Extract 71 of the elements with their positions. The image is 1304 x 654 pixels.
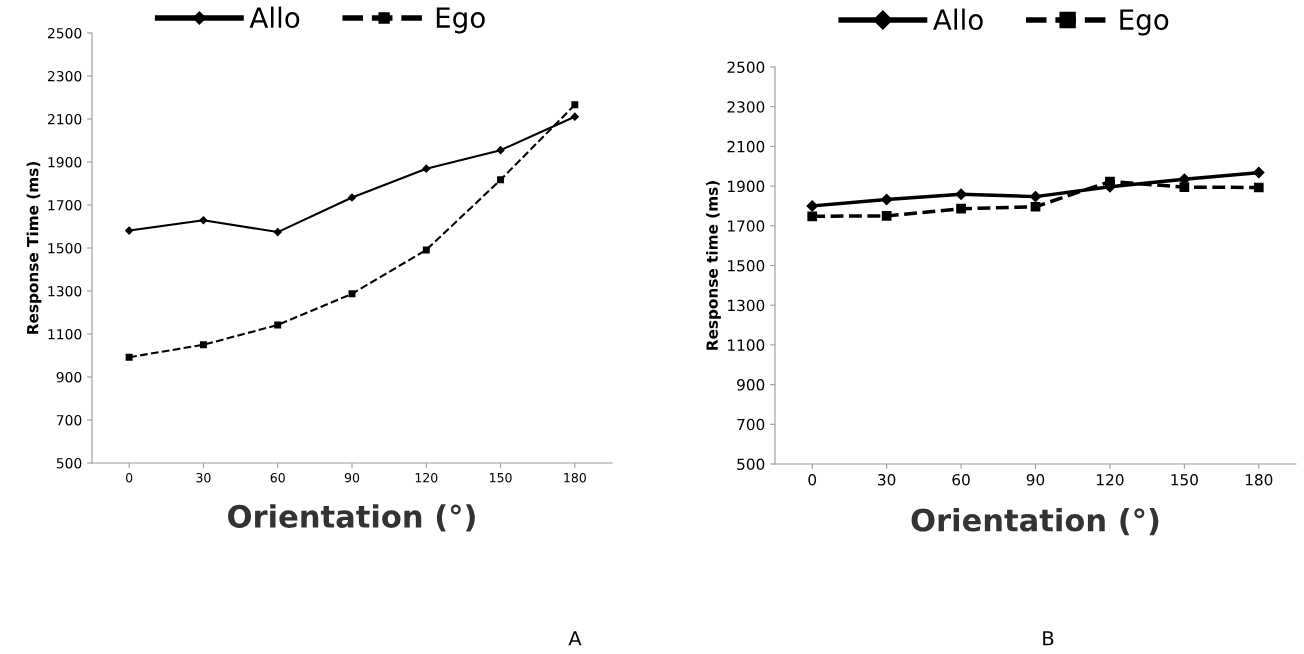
x-tick-label: 150 <box>490 472 512 483</box>
y-tick-label: 1300 <box>48 285 82 297</box>
point <box>347 193 357 202</box>
y-tick-label: 900 <box>56 371 82 383</box>
y-tick-label: 500 <box>737 458 765 471</box>
text: B <box>1043 631 1054 646</box>
point <box>1179 182 1190 192</box>
x-axis-title: Orientation (°) <box>228 504 475 532</box>
y-tick-label: 1300 <box>728 299 765 312</box>
y-tick-label: 500 <box>56 457 82 469</box>
legend-label: Ego <box>436 7 485 34</box>
point <box>571 101 579 109</box>
y-tick-label: 1900 <box>728 180 765 193</box>
y-tick-label: 2100 <box>727 140 765 153</box>
x-tick-label: 60 <box>952 473 970 486</box>
x-tick-label: 90 <box>344 472 360 483</box>
x-tick-label: 120 <box>1097 473 1124 486</box>
point <box>881 211 892 221</box>
x-axis-title: Orientation (°) <box>911 507 1159 536</box>
point <box>497 176 505 184</box>
y-tick-label: 1500 <box>728 259 765 272</box>
legend-label: Allo <box>249 6 300 29</box>
y-tick-label: 900 <box>737 379 765 391</box>
point <box>880 193 893 206</box>
point <box>274 321 282 329</box>
legend-label: Ego <box>1120 9 1169 36</box>
text: A <box>568 631 582 646</box>
x-tick-label: 60 <box>270 472 285 483</box>
point <box>1253 182 1264 193</box>
x-tick-label: 90 <box>1026 473 1045 486</box>
x-tick-label: 180 <box>1245 473 1273 486</box>
y-tick-label: 1700 <box>728 220 765 232</box>
point <box>125 353 133 361</box>
x-tick-label: 0 <box>125 472 133 483</box>
point <box>199 341 207 349</box>
point <box>570 112 579 121</box>
y-tick-label: 2100 <box>47 113 82 125</box>
x-tick-label: 120 <box>415 472 438 483</box>
point <box>1253 166 1265 179</box>
legend-label: Allo <box>933 8 983 31</box>
x-tick-label: 0 <box>808 473 817 486</box>
y-axis-title: Response time (ms) <box>706 181 721 350</box>
point <box>806 200 818 212</box>
point <box>955 188 967 200</box>
point <box>956 203 966 214</box>
point <box>125 226 134 235</box>
y-tick-label: 1700 <box>48 199 82 211</box>
point <box>422 246 430 254</box>
x-tick-label: 150 <box>1171 473 1198 486</box>
y-tick-label: 1500 <box>48 242 82 254</box>
y-tick-label: 1100 <box>728 339 765 351</box>
x-tick-label: 30 <box>196 472 211 483</box>
point <box>273 228 282 237</box>
point <box>807 211 818 222</box>
y-tick-label: 1900 <box>48 156 82 168</box>
x-tick-label: 30 <box>878 473 896 486</box>
y-tick-label: 2300 <box>727 101 765 113</box>
point <box>1030 201 1041 212</box>
y-tick-label: 2500 <box>47 27 82 39</box>
y-tick-label: 700 <box>737 418 765 431</box>
point <box>348 290 356 298</box>
x-tick-label: 180 <box>564 472 586 483</box>
y-tick-label: 2500 <box>727 61 765 74</box>
point <box>422 164 431 173</box>
y-tick-label: 2300 <box>47 70 82 82</box>
point <box>496 146 505 155</box>
y-axis-title: Response Time (ms) <box>26 162 42 334</box>
point <box>1105 176 1115 187</box>
y-tick-label: 700 <box>56 414 82 426</box>
point <box>199 216 208 225</box>
y-tick-label: 1100 <box>48 328 82 340</box>
